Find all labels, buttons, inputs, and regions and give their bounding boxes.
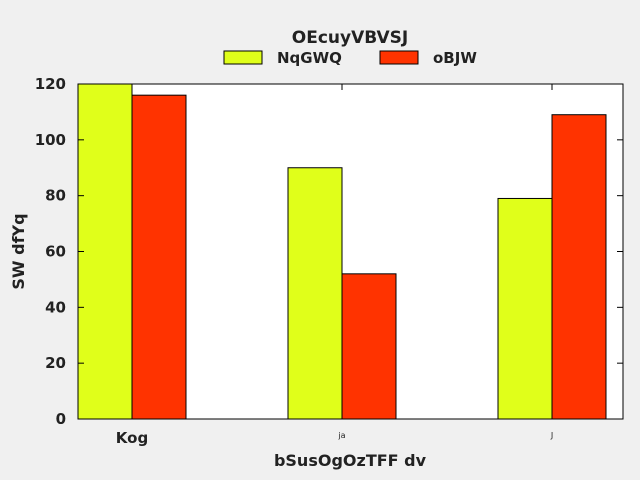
y-axis-label: SW dfYq (9, 213, 28, 289)
y-tick-label: 100 (35, 131, 66, 149)
legend-swatch (223, 50, 263, 65)
y-tick-label: 120 (35, 75, 66, 93)
bar-oBJW-Kog (131, 94, 187, 420)
legend-label: oBJW (433, 49, 477, 67)
x-axis-label: bSusOgOzTFF dv (274, 451, 427, 470)
y-tick-label: 60 (45, 243, 66, 261)
bar-oBJW-ja (341, 273, 397, 420)
x-tick-label: J (550, 431, 553, 440)
bar-NqGWQ-J (497, 197, 553, 420)
y-axis-ticks: 0 20 40 60 80 100 120 (35, 75, 623, 428)
y-tick-label: 80 (45, 187, 66, 205)
chart-title: OEcuyVBVSJ (292, 28, 408, 48)
legend-swatch (379, 50, 419, 65)
y-tick-label: 40 (45, 298, 66, 316)
legend: NqGWQ oBJW (223, 49, 477, 67)
bars-group (77, 83, 607, 420)
y-tick-label: 0 (56, 410, 66, 428)
x-tick-label: ja (337, 431, 345, 440)
x-tick-label: Kog (116, 429, 148, 447)
legend-label: NqGWQ (277, 49, 342, 67)
bar-NqGWQ-Kog (77, 83, 133, 420)
bar-oBJW-J (551, 114, 607, 420)
y-tick-label: 20 (45, 354, 66, 372)
x-axis-ticks: Kog ja J (116, 84, 553, 447)
bar-NqGWQ-ja (287, 167, 343, 420)
